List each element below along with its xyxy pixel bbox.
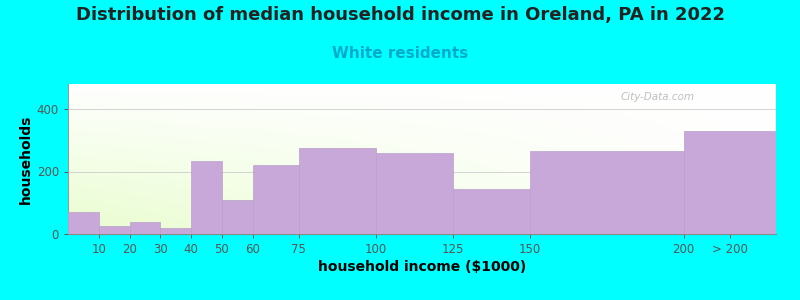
Bar: [253, 165, 299, 234]
Bar: [453, 189, 530, 234]
Bar: [530, 151, 684, 234]
Bar: [98, 226, 130, 234]
Bar: [222, 200, 253, 234]
Bar: [299, 148, 376, 234]
Text: Distribution of median household income in Oreland, PA in 2022: Distribution of median household income …: [75, 6, 725, 24]
X-axis label: household income ($1000): household income ($1000): [318, 260, 526, 274]
Text: City-Data.com: City-Data.com: [620, 92, 694, 101]
Bar: [684, 131, 776, 234]
Y-axis label: households: households: [18, 114, 33, 204]
Bar: [191, 160, 222, 234]
Bar: [376, 153, 453, 234]
Bar: [130, 221, 160, 234]
Bar: [160, 228, 191, 234]
Text: White residents: White residents: [332, 46, 468, 62]
Bar: [68, 212, 98, 234]
